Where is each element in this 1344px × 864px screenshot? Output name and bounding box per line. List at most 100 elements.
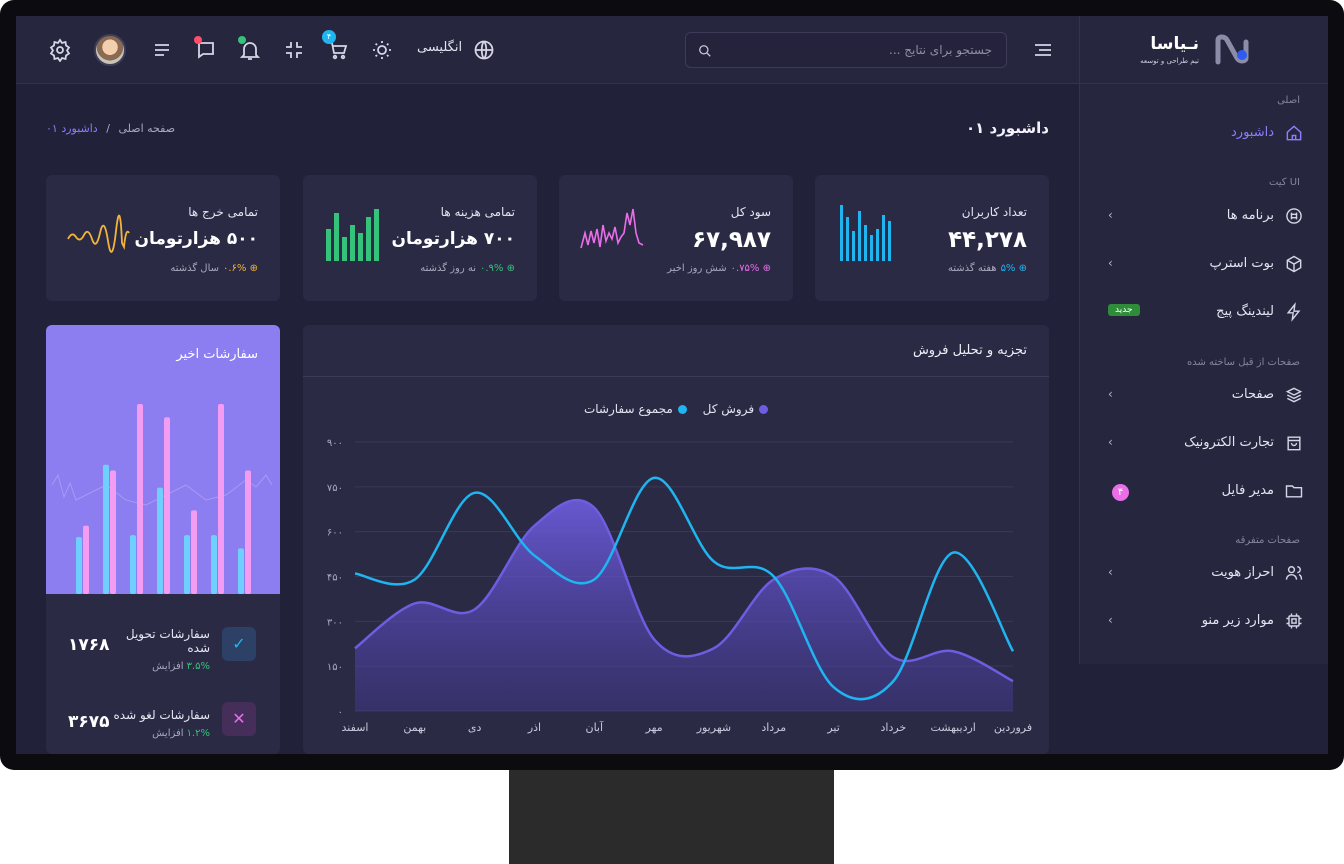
dashboard-screen: ۴ انگلیسی <box>16 16 1328 754</box>
y-tick-label: ۶۰۰ <box>327 528 343 539</box>
card-title: تمامی خرج ها <box>188 205 258 219</box>
recent-orders-chart-area: سفارشات اخیر <box>46 325 280 594</box>
layers-icon <box>1284 385 1304 405</box>
card-percent-value: ۰.۹% <box>480 263 504 274</box>
sales-analysis-title: تجزیه و تحلیل فروش <box>912 343 1027 358</box>
chat-icon[interactable] <box>194 36 218 62</box>
breadcrumb-separator: / <box>106 122 110 135</box>
chevron-left-icon: ‹ <box>1108 613 1113 627</box>
order-bar-pink <box>110 470 116 594</box>
globe-icon[interactable] <box>472 38 496 62</box>
order-bar-pink <box>218 404 224 594</box>
sidebar-item-submenu[interactable]: موارد زیر منو ‹ <box>1104 610 1304 634</box>
legend-item-total-orders[interactable]: مجموع سفارشات <box>584 402 687 416</box>
orders-delivered-percent: ۳.۵% <box>186 661 210 672</box>
sidebar-item-pages[interactable]: صفحات ‹ <box>1104 384 1304 408</box>
sidebar-item-bootstrap[interactable]: بوت استرپ ‹ <box>1104 253 1304 277</box>
sidebar-item-auth[interactable]: احراز هویت ‹ <box>1104 562 1304 586</box>
page-title: داشبورد ۰۱ <box>966 119 1049 137</box>
search-input[interactable] <box>722 33 992 67</box>
sun-icon[interactable] <box>370 38 394 62</box>
brand-logo[interactable]: نـیاسا تیم طراحی و توسعه <box>1080 16 1328 84</box>
order-bar-blue <box>76 537 82 594</box>
series-line-total-orders <box>354 476 1015 701</box>
y-tick-label: ۹۰۰ <box>327 438 343 449</box>
legend-item-total-sales[interactable]: فروش کل <box>702 402 769 416</box>
hamburger-icon[interactable] <box>1031 38 1055 62</box>
orders-canceled-value: ۳۶۷۵ <box>68 712 110 732</box>
monitor-frame: ۴ انگلیسی <box>0 0 1344 770</box>
legend-swatch <box>677 405 687 414</box>
sidebar-item-landing[interactable]: لیندینگ پیج جدید <box>1104 301 1304 325</box>
card-percent: ⊕ ۰.۷۵% <box>730 263 771 274</box>
y-tick-label: ۴۵۰ <box>327 573 343 584</box>
search-box[interactable] <box>685 32 1007 68</box>
cart-icon[interactable]: ۴ <box>322 30 350 62</box>
recent-orders-bar-chart <box>51 404 273 594</box>
sales-analysis-panel: تجزیه و تحلیل فروش فروش کل مجموع سفارشات… <box>303 325 1049 754</box>
breadcrumb-current: داشبورد ۰۱ <box>46 122 98 135</box>
x-tick-label: تیر <box>826 721 839 734</box>
brand-logo-icon <box>1215 34 1249 65</box>
y-tick-label: ۳۰۰ <box>327 617 343 628</box>
section-title-misc: صفحات متفرقه <box>1235 535 1300 546</box>
x-tick-label: فروردین <box>994 721 1032 734</box>
legend-label: فروش کل <box>702 402 755 416</box>
sales-area-chart: ۰ ۱۵۰ ۳۰۰ ۴۵۰ ۶۰۰ ۷۵۰ ۹۰۰ فروردین اردیبهشت خرداد ت… <box>327 438 1032 734</box>
series-line-total-sales <box>354 498 1014 683</box>
section-title-prebuilt: صفحات از قبل ساخته شده <box>1186 357 1300 368</box>
chevron-left-icon: ‹ <box>1108 435 1113 449</box>
sidebar-item-apps[interactable]: برنامه ها ‹ <box>1104 205 1304 229</box>
chart-legend: فروش کل مجموع سفارشات <box>303 402 1049 420</box>
bell-notification-dot <box>238 36 246 44</box>
stat-card-costs: تمامی هزینه ها ۷۰۰ هزارتومان ⊕ ۰.۹% نه رو… <box>303 175 537 301</box>
order-bar-pink <box>164 417 170 594</box>
sidebar-item-label: لیندینگ پیج <box>1216 304 1274 319</box>
card-period: شش روز اخیر <box>667 263 727 274</box>
costs-bar-sparkline <box>326 209 379 261</box>
brand-tagline: تیم طراحی و توسعه <box>1140 57 1199 65</box>
brand-name: نـیاسا <box>1150 34 1199 54</box>
recent-orders-title: سفارشات اخیر <box>176 347 258 362</box>
card-footer: ⊕ ۰.۶% سال گذشته <box>170 263 258 274</box>
new-badge: جدید <box>1108 304 1140 316</box>
card-percent-value: ۵% <box>1000 263 1016 274</box>
divider <box>303 376 1049 377</box>
monitor-stand <box>509 770 834 864</box>
chip-icon <box>1284 611 1304 631</box>
card-value: ۷۰۰ هزارتومان <box>391 229 516 249</box>
card-footer: ⊕ ۰.۷۵%شش روز اخیر <box>667 263 771 274</box>
search-icon[interactable] <box>698 43 712 57</box>
section-title-main: اصلی <box>1277 95 1300 106</box>
sidebar-item-dashboard[interactable]: داشبورد <box>1104 122 1304 146</box>
stat-card-expenses: تمامی خرج ها ۵۰۰ هزارتومان ⊕ ۰.۶% سال گذش… <box>46 175 280 301</box>
sidebar-item-ecommerce[interactable]: تجارت الکترونیک ‹ <box>1104 432 1304 456</box>
menu-lines-icon[interactable] <box>150 38 174 62</box>
orders-delivered-value: ۱۷۶۸ <box>68 635 110 655</box>
x-tick-label: مرداد <box>761 721 786 734</box>
breadcrumb-home[interactable]: صفحه اصلی <box>118 122 176 135</box>
card-percent: ⊕ ۰.۹% <box>480 263 515 274</box>
collapse-icon[interactable] <box>282 38 306 62</box>
home-icon <box>1284 123 1304 143</box>
order-bar-blue <box>184 535 190 594</box>
sidebar-item-label: موارد زیر منو <box>1201 613 1274 628</box>
section-title-ui-kit: کیت UI <box>1268 177 1300 188</box>
card-period: هفته گذشته <box>947 263 997 274</box>
settings-icon[interactable] <box>48 38 72 63</box>
series-area-total-sales <box>355 500 1013 711</box>
x-tick-label: آبان <box>585 720 603 734</box>
orders-delivered-trend-text: افزایش <box>152 661 184 672</box>
bell-icon[interactable] <box>238 36 262 62</box>
user-avatar[interactable] <box>94 34 126 66</box>
apps-icon <box>1284 206 1304 226</box>
check-icon: ✓ <box>222 627 256 661</box>
card-title: تعداد کاربران <box>961 205 1027 219</box>
count-badge: ۴ <box>1112 484 1129 501</box>
language-switch-label[interactable]: انگلیسی <box>417 40 463 55</box>
order-bar-pink <box>137 404 143 594</box>
order-bar-pink <box>83 525 89 594</box>
sidebar-item-label: برنامه ها <box>1226 208 1274 223</box>
card-footer: ⊕ ۰.۹% نه روز گذشته <box>420 263 515 274</box>
sidebar-item-file-manager[interactable]: مدیر فایل ۴ <box>1104 480 1304 504</box>
